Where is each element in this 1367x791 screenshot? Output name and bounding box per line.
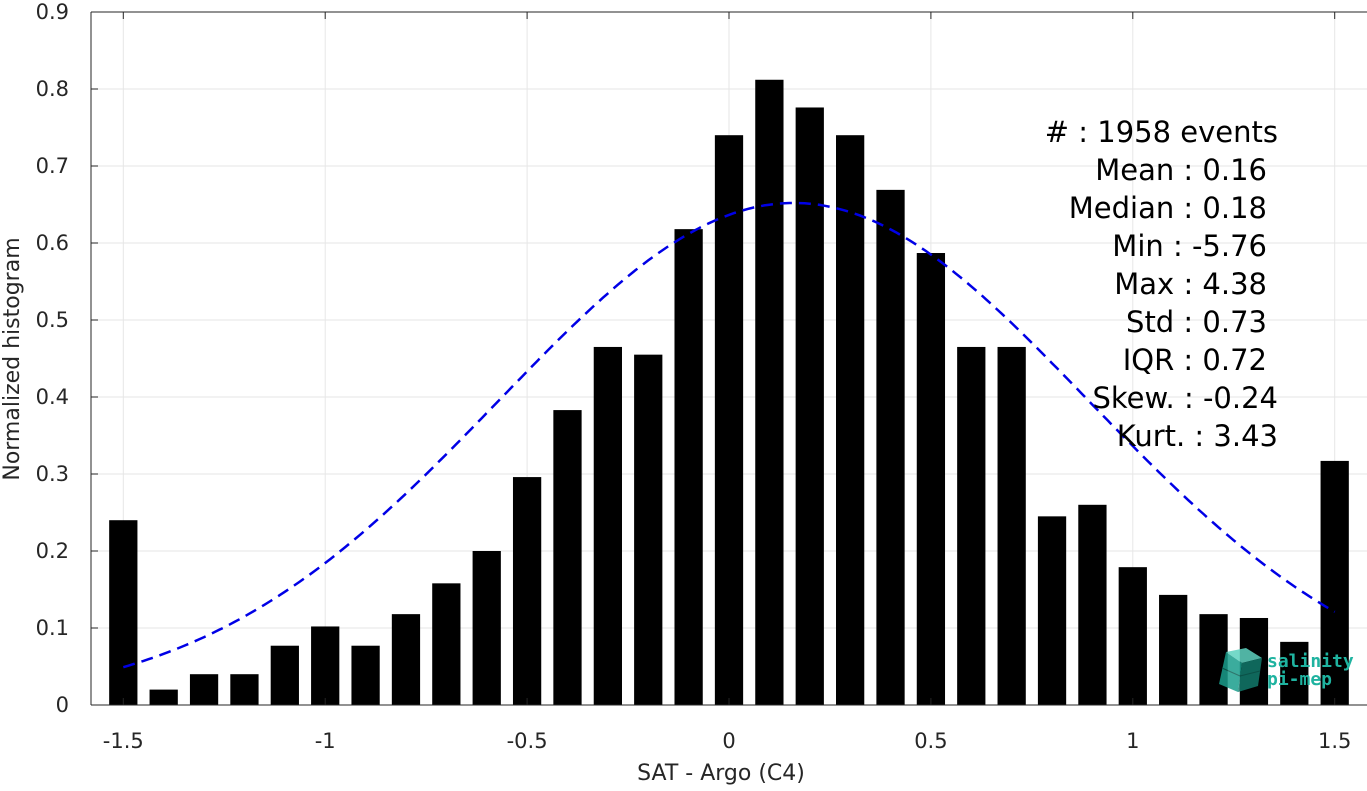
histogram-bar: [109, 520, 138, 705]
y-tick-labels: 0 0.1 0.2 0.3 0.4 0.5 0.6 0.7 0.8 0.9: [36, 0, 69, 717]
histogram-bar: [634, 354, 663, 705]
histogram-bar: [795, 107, 824, 706]
gaussian-fit: [122, 201, 1336, 669]
histogram-bar: [149, 689, 178, 705]
x-tick-label: -1: [315, 729, 336, 753]
x-tick-label: -0.5: [507, 729, 548, 753]
axes: [90, 11, 1367, 706]
histogram-bar: [593, 346, 622, 705]
cube-icon: [1219, 648, 1262, 692]
y-tick-label: 0: [56, 693, 69, 717]
histogram-bar: [553, 410, 582, 705]
gaussian-fit-line: [122, 201, 1336, 669]
histogram-bar: [432, 583, 461, 705]
y-tick-label: 0.8: [36, 77, 69, 101]
stat-events: # : 1958 events: [1045, 115, 1278, 149]
stat-min: Min : -5.76: [1112, 229, 1267, 263]
y-tick-label: 0.7: [36, 154, 69, 178]
x-tick-label: 0: [722, 729, 735, 753]
x-tick-label: 0.5: [914, 729, 947, 753]
y-tick-label: 0.2: [36, 539, 69, 563]
x-tick-label: -1.5: [103, 729, 144, 753]
histogram-bar: [472, 551, 501, 705]
x-axis-label: SAT - Argo (C4): [637, 761, 805, 786]
histogram-bar: [1037, 516, 1067, 705]
y-tick-label: 0.6: [36, 231, 69, 255]
histogram-bar: [189, 674, 219, 705]
histogram-bar: [916, 253, 946, 705]
x-tick-label: 1.5: [1318, 729, 1351, 753]
y-tick-label: 0.1: [36, 616, 69, 640]
histogram-bar: [755, 79, 784, 705]
histogram-bar: [1280, 641, 1309, 705]
logo-text-salinity: salinity: [1267, 651, 1354, 672]
stat-max: Max : 4.38: [1114, 267, 1267, 301]
histogram-bar: [714, 135, 744, 705]
stat-skew: Skew. : -0.24: [1092, 381, 1278, 415]
histogram-bar: [512, 477, 542, 705]
stat-mean: Mean : 0.16: [1095, 153, 1267, 187]
stat-std: Std : 0.73: [1126, 305, 1267, 339]
histogram-bars: [109, 79, 1349, 706]
y-tick-label: 0.3: [36, 462, 69, 486]
histogram-bar: [1320, 460, 1349, 705]
histogram-bar: [1199, 614, 1228, 705]
y-tick-label: 0.9: [36, 0, 69, 24]
histogram-bar: [674, 229, 703, 705]
histogram-bar: [997, 346, 1026, 705]
y-tick-label: 0.4: [36, 385, 69, 409]
histogram-bar: [876, 189, 905, 705]
salinity-pi-mep-logo: salinity pi-mep: [1219, 648, 1354, 692]
histogram-bar: [351, 645, 380, 705]
histogram-bar: [1078, 504, 1107, 705]
stat-median: Median : 0.18: [1069, 191, 1267, 225]
histogram-bar: [270, 645, 299, 705]
stat-kurt: Kurt. : 3.43: [1117, 419, 1278, 453]
histogram-bar: [391, 614, 421, 705]
histogram-bar: [1159, 594, 1188, 705]
y-tick-label: 0.5: [36, 308, 69, 332]
statistics-annotation: # : 1958 events Mean : 0.16 Median : 0.1…: [1045, 115, 1278, 453]
logo-text-pi-mep: pi-mep: [1267, 669, 1332, 690]
histogram-bar: [1118, 567, 1147, 705]
histogram-bar: [230, 674, 259, 705]
histogram-bar: [957, 346, 986, 705]
histogram-bar: [311, 626, 340, 705]
x-tick-labels: -1.5 -1 -0.5 0 0.5 1 1.5: [103, 729, 1352, 753]
histogram-bar: [836, 135, 865, 705]
y-axis-label: Normalized histogram: [0, 237, 25, 480]
x-tick-label: 1: [1126, 729, 1139, 753]
stat-iqr: IQR : 0.72: [1123, 343, 1267, 377]
